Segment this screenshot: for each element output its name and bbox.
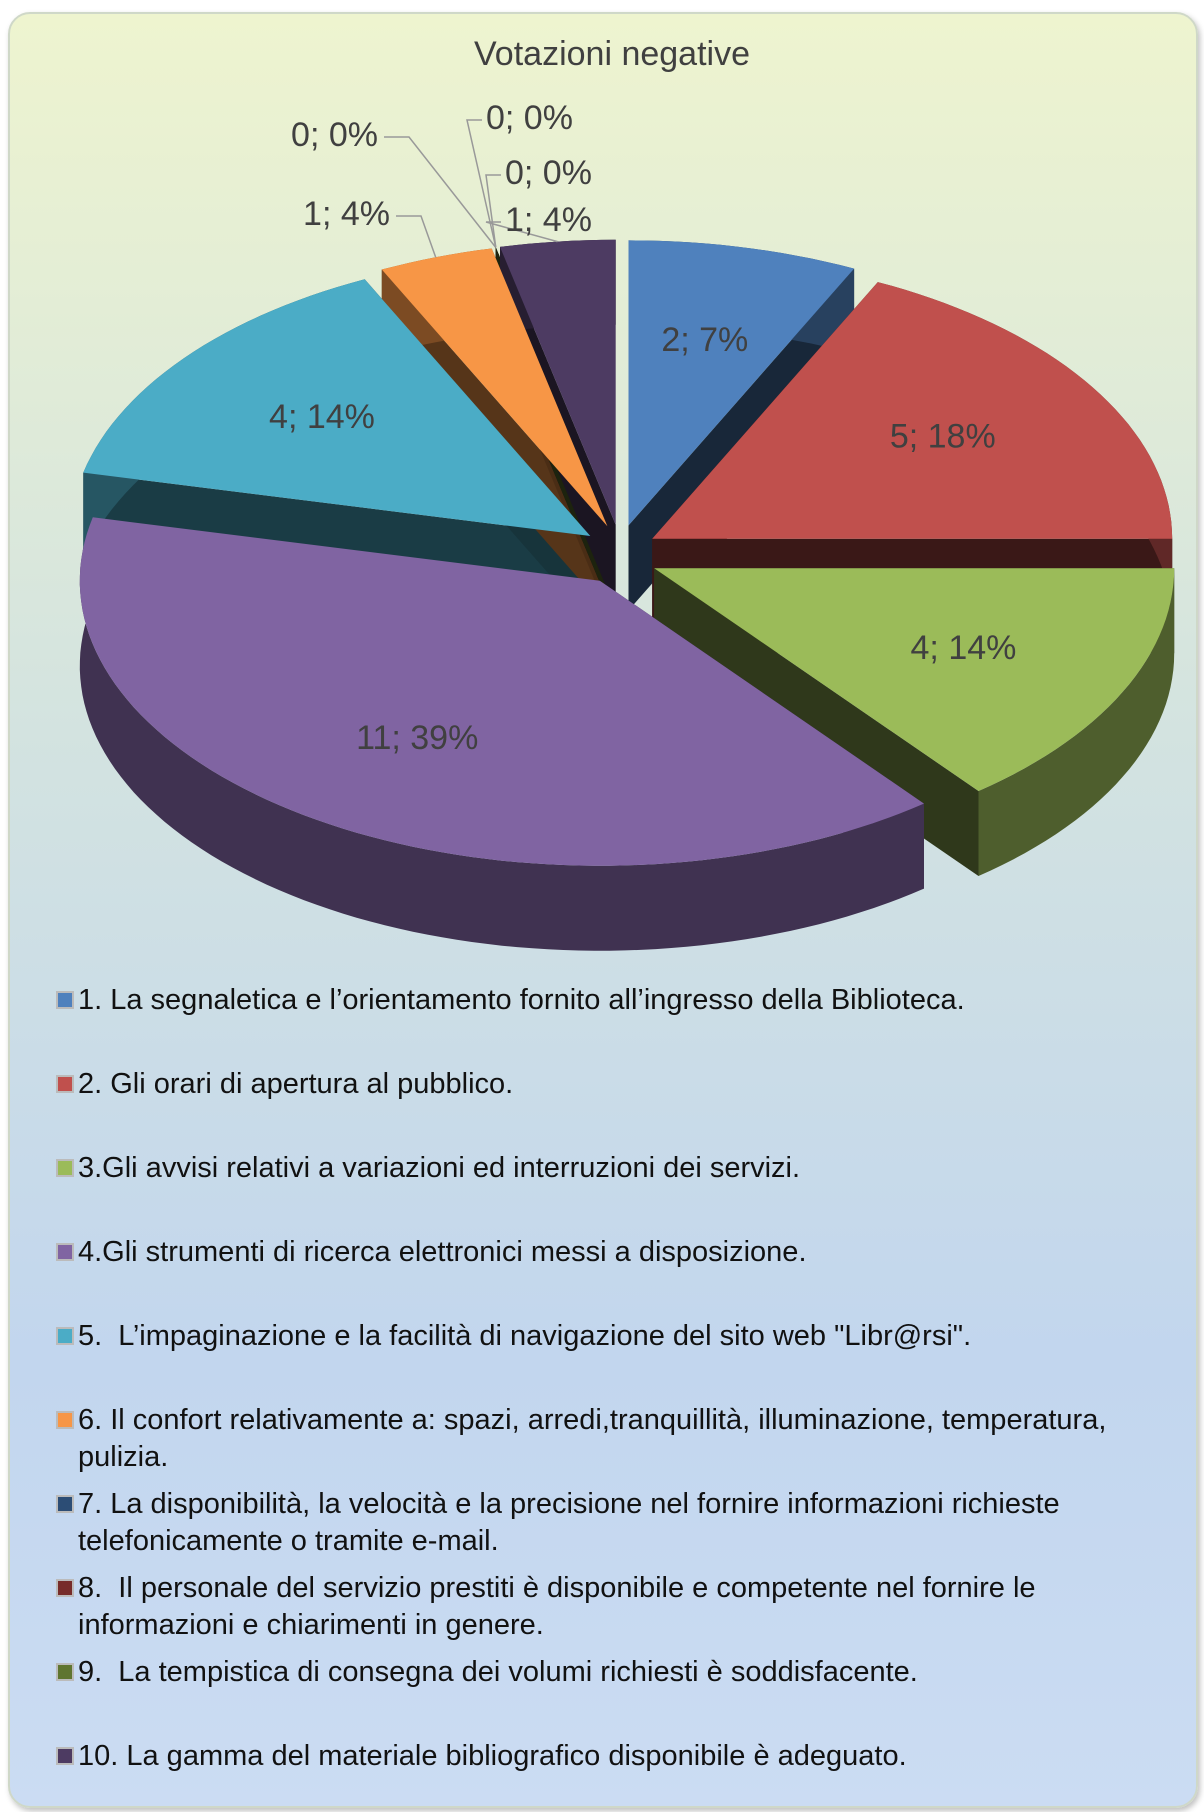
- slice: [654, 568, 1175, 791]
- legend-marker: [56, 1243, 74, 1261]
- legend-entry: 8. Il personale del servizio prestiti è …: [56, 1570, 1176, 1644]
- legend-marker: [56, 1579, 74, 1597]
- chart-title: Votazioni negative: [474, 35, 750, 73]
- leader-line: [485, 221, 558, 243]
- slice: [652, 282, 1173, 539]
- data-label: 1; 4%: [505, 201, 592, 239]
- data-labels: 2; 7% 5; 18% 4; 14% 11; 39% 4; 14% 1; 4% 0; 0%…: [269, 99, 1016, 757]
- legend-marker: [56, 1159, 74, 1177]
- legend-label: 8. Il personale del servizio prestiti è …: [78, 1572, 1044, 1641]
- legend-entry: 10. La gamma del materiale bibliografico…: [56, 1738, 907, 1775]
- slice-side: [79, 517, 925, 951]
- legend-marker: [56, 991, 74, 1009]
- legend-entry: 4.Gli strumenti di ricerca elettronici m…: [56, 1234, 807, 1271]
- slice-side: [978, 568, 1175, 876]
- data-label: 2; 7%: [661, 321, 748, 359]
- legend-label: 1. La segnaletica e l’orientamento forni…: [78, 984, 965, 1016]
- leader-line: [396, 215, 437, 258]
- slice: [500, 239, 616, 525]
- legend-entry: 5. L’impaginazione e la facilità di navi…: [56, 1318, 971, 1355]
- legend-marker: [56, 1411, 74, 1429]
- slice: [628, 240, 855, 526]
- data-label: 1; 4%: [303, 195, 390, 233]
- legend-marker: [56, 1495, 74, 1513]
- slice: [79, 517, 925, 866]
- slice: [381, 248, 608, 527]
- data-label: 0; 0%: [505, 154, 592, 192]
- legend-marker: [56, 1747, 74, 1765]
- data-label: 5; 18%: [890, 418, 996, 456]
- data-label: 4; 14%: [269, 398, 375, 436]
- legend-marker: [56, 1327, 74, 1345]
- legend-label: 3.Gli avvisi relativi a variazioni ed in…: [78, 1152, 801, 1184]
- legend-entry: 3.Gli avvisi relativi a variazioni ed in…: [56, 1150, 800, 1187]
- data-label: 4; 14%: [911, 629, 1017, 667]
- legend-label: 5. L’impaginazione e la facilità di navi…: [78, 1320, 972, 1352]
- slice-tops: [79, 239, 1175, 866]
- slice: [83, 279, 591, 536]
- legend-entry: 7. La disponibilità, la velocità e la pr…: [56, 1486, 1176, 1560]
- data-label: 0; 0%: [291, 116, 378, 154]
- leader-line: [466, 119, 497, 248]
- legend-entry: 6. Il confort relativamente a: spazi, ar…: [56, 1402, 1176, 1476]
- legend-label: 6. Il confort relativamente a: spazi, ar…: [78, 1404, 1115, 1473]
- legend-marker: [56, 1075, 74, 1093]
- data-label: 11; 39%: [356, 719, 478, 757]
- chart: Votazioni negative 2; 7% 5; 18% 4; 14% 11; …: [79, 35, 1175, 951]
- leader-line: [384, 136, 497, 248]
- legend-label: 7. La disponibilità, la velocità e la pr…: [78, 1488, 1068, 1557]
- legend-label: 10. La gamma del materiale bibliografico…: [78, 1740, 907, 1772]
- legend-label: 9. La tempistica di consegna dei volumi …: [78, 1656, 918, 1688]
- legend-label: 2. Gli orari di apertura al pubblico.: [78, 1068, 514, 1100]
- data-label: 0; 0%: [486, 99, 573, 137]
- legend-label: 4.Gli strumenti di ricerca elettronici m…: [78, 1236, 807, 1268]
- legend-entry: 1. La segnaletica e l’orientamento forni…: [56, 982, 965, 1019]
- legend-entry: 2. Gli orari di apertura al pubblico.: [56, 1066, 513, 1103]
- legend-entry: 9. La tempistica di consegna dei volumi …: [56, 1654, 918, 1691]
- legend-marker: [56, 1663, 74, 1681]
